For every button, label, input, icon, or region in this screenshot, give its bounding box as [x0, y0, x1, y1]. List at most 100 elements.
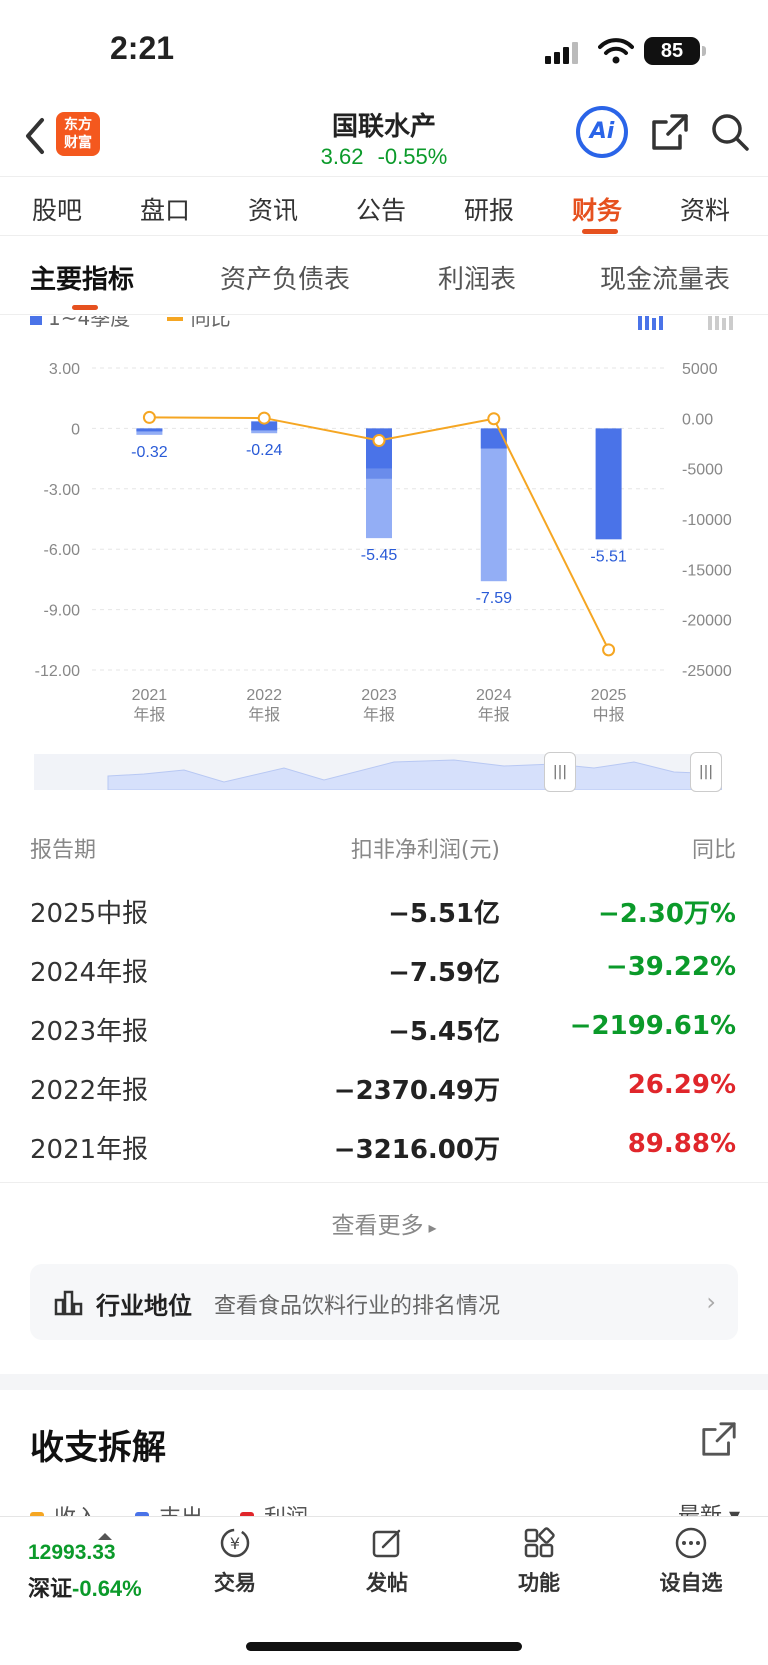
table-row[interactable]: 2025中报 −5.51亿 −2.30万%	[0, 879, 768, 938]
ai-button[interactable]: Ai	[576, 106, 628, 158]
share-icon[interactable]	[650, 112, 690, 152]
table-row[interactable]: 2024年报 −7.59亿 −39.22%	[0, 938, 768, 997]
cellular-signal-icon	[545, 42, 578, 64]
slider-right-handle[interactable]: |||	[690, 752, 722, 792]
x-tick-label: 年报	[248, 706, 280, 724]
bar	[251, 428, 278, 434]
x-tick-label: 年报	[478, 706, 510, 724]
status-time: 2:21	[110, 30, 175, 66]
subtab-key-indicators[interactable]: 主要指标	[30, 265, 135, 295]
stock-header: 东方 财富 国联水产 3.62 -0.55% Ai	[0, 100, 768, 176]
legend-swatch-yoy	[166, 317, 183, 321]
profit-table: 报告期 扣非净利润(元) 同比 2025中报 −5.51亿 −2.30万% 20…	[0, 820, 768, 1174]
x-tick-label: 中报	[593, 706, 625, 724]
index-change: -0.64%	[72, 1576, 142, 1601]
yoy-point	[602, 643, 616, 657]
view-more-link[interactable]: 查看更多	[0, 1206, 768, 1240]
market-index[interactable]: 12993.33 深证-0.64%	[28, 1533, 142, 1603]
bar-value-label: -0.24	[246, 442, 283, 459]
home-indicator	[246, 1642, 522, 1651]
logo-line-1: 东方	[64, 117, 92, 133]
post-icon	[372, 1529, 401, 1558]
x-tick-label: 年报	[363, 706, 395, 724]
y-right-tick-label: -10000	[682, 512, 732, 529]
back-arrow-icon[interactable]	[20, 114, 50, 158]
tab-profile[interactable]: 资料	[680, 196, 731, 225]
bar-value-label: -5.45	[361, 547, 398, 564]
stock-name: 国联水产	[331, 112, 436, 142]
chart-range-slider[interactable]: ||| |||	[34, 752, 723, 792]
y-left-tick-label: 0	[71, 421, 80, 438]
x-tick-label: 2023	[361, 687, 397, 704]
industry-rank-card[interactable]: 行业地位 查看食品饮料行业的排名情况 ›	[30, 1264, 738, 1340]
legend-yoy: 同比	[190, 316, 231, 330]
row-yoy: −2199.61%	[569, 1011, 736, 1041]
row-value: −5.45亿	[388, 1017, 500, 1047]
nav-post-label: 发帖	[366, 1571, 408, 1595]
row-yoy: −39.22%	[605, 952, 736, 982]
finance-subtab-bar: 主要指标 资产负债表 利润表 现金流量表	[0, 237, 768, 315]
index-line: 深证-0.64%	[28, 1571, 142, 1603]
share-icon[interactable]	[700, 1420, 738, 1458]
function-icon	[524, 1527, 555, 1558]
bar	[595, 428, 622, 540]
subtab-income-statement[interactable]: 利润表	[438, 265, 517, 295]
trade-icon: ¥	[220, 1528, 250, 1558]
y-left-tick-label: -9.00	[44, 603, 81, 620]
divider	[0, 1182, 768, 1183]
chevron-right-icon: ›	[706, 1288, 716, 1316]
wifi-icon	[598, 38, 634, 64]
profit-chart: 1~4季度 同比 3.00 0 -3.00 -6.00 -9.00 -12.00 5000 0…	[0, 316, 768, 796]
section-gap	[0, 1374, 768, 1390]
yoy-point	[142, 410, 156, 424]
tab-announcements[interactable]: 公告	[356, 196, 407, 225]
active-subtab-indicator	[72, 305, 98, 310]
index-value: 12993.33	[28, 1541, 116, 1564]
nav-trade[interactable]: ¥ 交易	[190, 1525, 280, 1597]
index-name: 深证	[28, 1577, 73, 1602]
slider-left-handle[interactable]: |||	[544, 752, 576, 792]
tab-finance[interactable]: 财务	[572, 196, 623, 225]
tab-guba[interactable]: 股吧	[32, 196, 83, 225]
caret-up-icon	[98, 1533, 112, 1540]
row-value: −3216.00万	[333, 1135, 500, 1165]
search-icon[interactable]	[710, 112, 750, 152]
row-value: −7.59亿	[388, 958, 500, 988]
subtab-cash-flow[interactable]: 现金流量表	[600, 265, 731, 295]
row-yoy: −2.30万%	[598, 899, 736, 929]
x-tick-label: 2025	[591, 687, 627, 704]
row-value: −5.51亿	[388, 899, 500, 929]
y-right-tick-label: -25000	[682, 663, 732, 680]
nav-watchlist[interactable]: 设自选	[646, 1525, 736, 1597]
industry-rank-icon	[54, 1290, 83, 1316]
active-tab-indicator	[582, 229, 618, 234]
status-bar: 2:21 85	[0, 0, 768, 100]
row-yoy: 89.88%	[627, 1129, 736, 1159]
y-left-tick-label: -12.00	[35, 663, 80, 680]
x-tick-label: 2024	[476, 687, 512, 704]
legend-quarterly: 1~4季度	[48, 316, 131, 330]
yoy-point	[372, 433, 386, 447]
header-period: 报告期	[30, 838, 97, 863]
bar-value-label: -0.32	[131, 444, 168, 461]
bottom-toolbar: 12993.33 深证-0.64% ¥ 交易 发帖 功能 设自选	[0, 1516, 768, 1665]
nav-function[interactable]: 功能	[494, 1525, 584, 1597]
table-row[interactable]: 2022年报 −2370.49万 26.29%	[0, 1056, 768, 1115]
tab-pankou[interactable]: 盘口	[140, 196, 191, 225]
x-tick-label: 2022	[246, 687, 282, 704]
bar-segment	[136, 428, 163, 432]
bar-chart-toggle-icon[interactable]	[636, 316, 666, 332]
nav-post[interactable]: 发帖	[342, 1525, 432, 1597]
subtab-balance-sheet[interactable]: 资产负债表	[220, 265, 351, 295]
slider-preview-line	[107, 759, 723, 791]
tab-research[interactable]: 研报	[464, 196, 515, 225]
tab-news[interactable]: 资讯	[248, 196, 299, 225]
header-yoy: 同比	[691, 838, 736, 863]
header-net-profit: 扣非净利润(元)	[350, 838, 500, 863]
table-row[interactable]: 2023年报 −5.45亿 −2199.61%	[0, 997, 768, 1056]
table-row[interactable]: 2021年报 −3216.00万 89.88%	[0, 1115, 768, 1174]
bar	[480, 428, 507, 582]
yoy-point	[257, 411, 271, 425]
industry-rank-title: 行业地位	[96, 1292, 192, 1320]
stacked-chart-toggle-icon[interactable]	[706, 316, 736, 332]
